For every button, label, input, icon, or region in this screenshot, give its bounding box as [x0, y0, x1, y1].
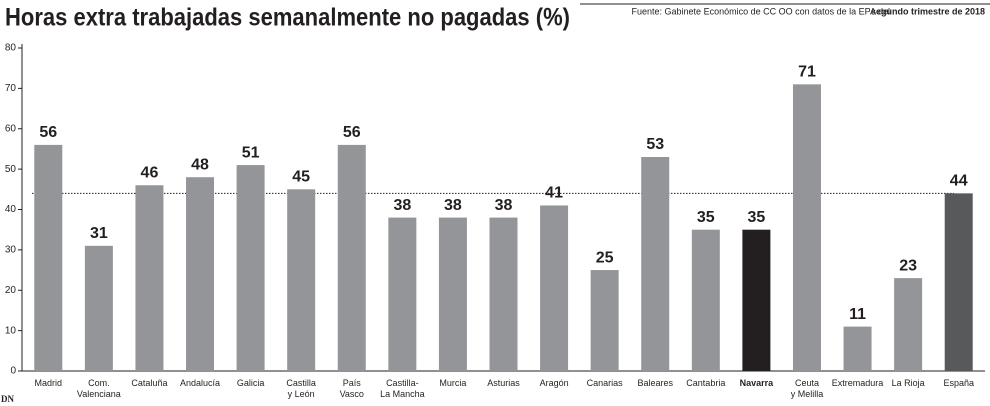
y-tick-label: 20	[5, 285, 17, 296]
value-label: 35	[747, 209, 765, 226]
value-label: 31	[90, 225, 108, 242]
bar	[944, 193, 973, 371]
value-label: 38	[393, 197, 411, 214]
x-tick-label: Castilla y León	[286, 378, 316, 399]
bar	[236, 165, 265, 371]
bar	[489, 217, 518, 371]
x-tick-label: País Vasco	[339, 378, 364, 399]
y-tick-label: 60	[5, 123, 17, 134]
bar	[438, 217, 467, 371]
x-tick-label: Ceuta y Melilla	[790, 378, 824, 399]
value-label: 41	[545, 185, 563, 202]
value-label: 56	[39, 124, 57, 141]
bar	[135, 185, 164, 371]
value-label: 38	[444, 197, 462, 214]
value-label: 44	[950, 173, 968, 190]
y-tick-label: 40	[5, 204, 17, 215]
value-label: 45	[292, 169, 310, 186]
bar	[84, 245, 113, 371]
y-tick-label: 10	[5, 325, 17, 336]
value-label: 25	[596, 249, 614, 266]
chart-title: Horas extra trabajadas semanalmente no p…	[5, 4, 570, 32]
y-tick-label: 80	[5, 43, 17, 54]
x-tick-label: Canarias	[586, 378, 623, 388]
value-label: 71	[798, 64, 816, 81]
bar	[641, 157, 670, 371]
logo: DN	[1, 394, 14, 404]
y-tick-label: 0	[10, 366, 16, 377]
y-tick-label: 50	[5, 164, 17, 175]
bar	[742, 229, 771, 371]
value-label: 46	[141, 164, 159, 181]
x-tick-label: Navarra	[739, 378, 774, 388]
x-tick-label: Cataluña	[131, 378, 168, 388]
bar	[287, 189, 316, 371]
value-label: 35	[697, 209, 715, 226]
y-tick-label: 30	[5, 245, 17, 256]
bar	[590, 270, 619, 371]
x-tick-label: Madrid	[34, 378, 63, 388]
x-tick-label: Andalucía	[180, 378, 221, 388]
bar	[540, 205, 569, 371]
bar	[337, 144, 366, 371]
x-tick-label: Galicia	[236, 378, 265, 388]
value-label: 38	[495, 197, 513, 214]
x-tick-label: Extremadura	[831, 378, 884, 388]
x-tick-label: Murcia	[439, 378, 467, 388]
value-label: 51	[242, 144, 260, 161]
bar	[792, 84, 821, 372]
bar	[388, 217, 417, 371]
y-tick-label: 70	[5, 83, 17, 94]
bar	[186, 177, 215, 371]
value-label: 11	[849, 306, 866, 323]
bar	[843, 326, 872, 371]
x-tick-label: Com. Valenciana	[76, 378, 121, 399]
x-tick-label: España	[943, 378, 974, 388]
source-bold: segundo trimestre de 2018	[871, 6, 985, 16]
value-label: 48	[191, 156, 209, 173]
x-tick-label: Asturias	[487, 378, 520, 388]
x-tick-label: Castilla- La Mancha	[380, 378, 425, 399]
source: Fuente: Gabinete Económico de CC OO con …	[632, 6, 890, 16]
value-label: 53	[646, 136, 664, 153]
x-tick-label: La Rioja	[891, 378, 925, 388]
x-tick-label: Baleares	[637, 378, 673, 388]
bar	[34, 144, 63, 371]
x-tick-label: Aragón	[539, 378, 569, 388]
value-label: 56	[343, 124, 361, 141]
value-label: 23	[899, 257, 917, 274]
bar	[894, 278, 923, 371]
bar	[691, 229, 720, 371]
x-tick-label: Cantabria	[686, 378, 726, 388]
